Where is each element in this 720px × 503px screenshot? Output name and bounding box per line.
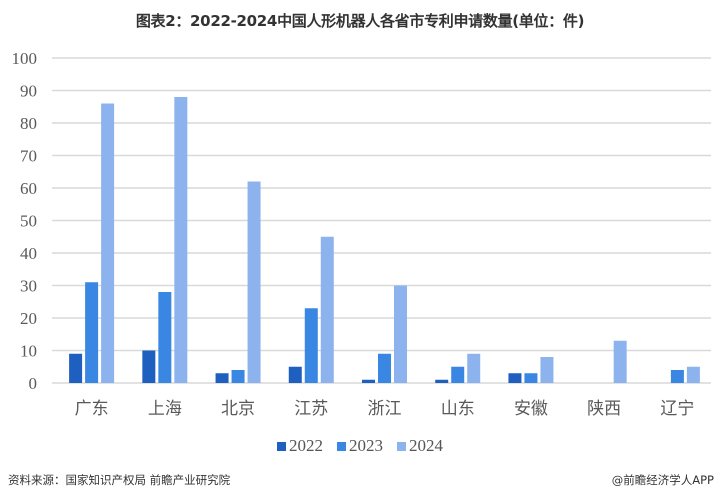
bar-2022 xyxy=(142,350,156,383)
x-tick-label: 浙江 xyxy=(368,399,402,419)
bar-2024 xyxy=(320,236,334,383)
legend-item-2024: 2024 xyxy=(397,436,443,456)
bar-2023 xyxy=(378,353,391,383)
bar-2024 xyxy=(174,97,188,383)
brand-credit: @前瞻经济学人APP xyxy=(611,473,714,487)
bar-2023 xyxy=(85,282,99,383)
y-tick-label: 70 xyxy=(20,147,37,166)
bar-2023 xyxy=(524,373,538,383)
y-tick-label: 60 xyxy=(20,179,37,198)
source-note: 资料来源：国家知识产权局 前瞻产业研究院 xyxy=(8,473,231,487)
x-tick-label: 北京 xyxy=(221,399,255,419)
bar-2022 xyxy=(69,353,83,383)
y-tick-label: 40 xyxy=(20,244,37,263)
x-tick-label: 山东 xyxy=(441,399,475,419)
bar-2022 xyxy=(362,379,375,383)
bar-2022 xyxy=(508,373,522,383)
bar-2024 xyxy=(613,340,627,383)
y-tick-label: 100 xyxy=(12,49,38,68)
bar-2024 xyxy=(686,366,700,383)
bar-2023 xyxy=(158,292,172,383)
y-tick-label: 10 xyxy=(20,342,37,361)
chart-legend: 2022 2023 2024 xyxy=(0,436,720,456)
legend-item-2023: 2023 xyxy=(337,436,383,456)
legend-item-2022: 2022 xyxy=(277,436,323,456)
y-tick-label: 0 xyxy=(29,374,38,393)
legend-label: 2023 xyxy=(349,436,383,455)
bar-2024 xyxy=(101,103,115,383)
legend-label: 2024 xyxy=(409,436,443,455)
x-tick-label: 广东 xyxy=(75,399,109,419)
bar-2023 xyxy=(231,370,245,383)
x-tick-label: 江苏 xyxy=(294,399,328,419)
bar-2022 xyxy=(435,379,449,383)
legend-label: 2022 xyxy=(289,436,323,455)
y-tick-label: 20 xyxy=(20,309,37,328)
bar-2023 xyxy=(670,370,684,383)
bar-2022 xyxy=(215,373,229,383)
bar-2023 xyxy=(451,366,465,383)
y-tick-label: 90 xyxy=(20,82,37,101)
bar-2022 xyxy=(288,366,302,383)
y-tick-label: 80 xyxy=(20,114,37,133)
legend-swatch-2022 xyxy=(277,441,286,451)
legend-swatch-2023 xyxy=(337,441,346,451)
y-tick-label: 50 xyxy=(20,212,37,231)
legend-swatch-2024 xyxy=(397,441,406,451)
y-tick-label: 30 xyxy=(20,277,37,296)
bar-2024 xyxy=(247,181,261,383)
bar-2024 xyxy=(394,285,407,383)
x-tick-label: 上海 xyxy=(148,399,182,419)
bar-2023 xyxy=(304,308,318,383)
x-tick-label: 安徽 xyxy=(514,399,548,419)
chart-title: 图表2：2022-2024中国人形机器人各省市专利申请数量(单位：件) xyxy=(135,12,585,30)
bar-2024 xyxy=(467,353,481,383)
x-tick-label: 辽宁 xyxy=(660,399,694,419)
bar-chart: 0 10 20 30 40 50 60 70 80 90 100 广东 上海 北京 江苏 浙江 山东 安徽 陕西 辽宁 xyxy=(12,49,711,419)
bar-2024 xyxy=(540,357,554,383)
x-tick-label: 陕西 xyxy=(587,399,621,419)
